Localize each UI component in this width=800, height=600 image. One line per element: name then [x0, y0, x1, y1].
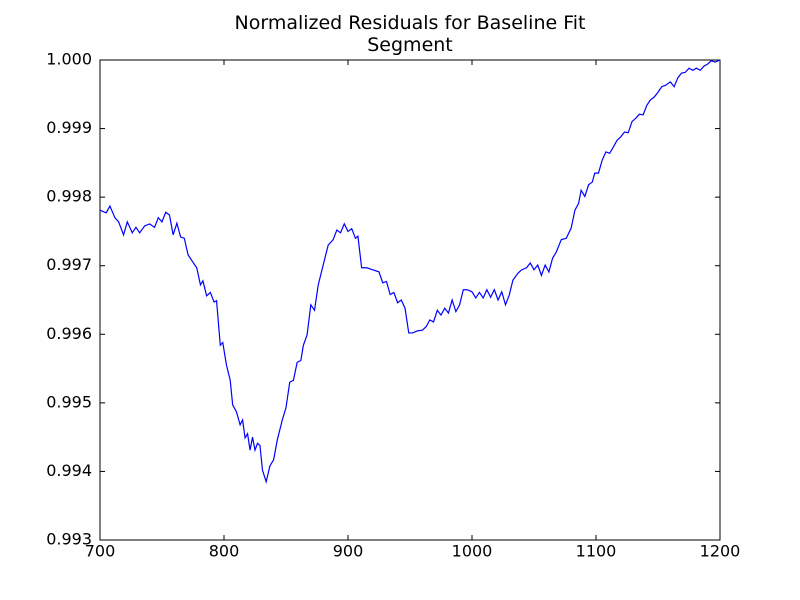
x-tick-label: 1200 [700, 542, 741, 561]
x-tick-label: 1100 [576, 542, 617, 561]
y-tick-label: 0.998 [46, 187, 92, 206]
x-tick-label: 800 [209, 542, 240, 561]
x-tick-label: 700 [85, 542, 116, 561]
y-tick-label: 0.993 [46, 530, 92, 549]
y-tick-label: 0.996 [46, 324, 92, 343]
data-line [99, 59, 721, 484]
y-tick-label: 1.000 [46, 50, 92, 69]
plot-frame [99, 59, 721, 541]
y-tick-label: 0.994 [46, 461, 92, 480]
y-tick-label: 0.999 [46, 118, 92, 137]
x-tick-label: 900 [333, 542, 364, 561]
chart-title: Normalized Residuals for Baseline Fit Se… [234, 12, 586, 56]
x-tick-label: 1000 [452, 542, 493, 561]
y-tick-label: 0.997 [46, 255, 92, 274]
y-tick-label: 0.995 [46, 392, 92, 411]
